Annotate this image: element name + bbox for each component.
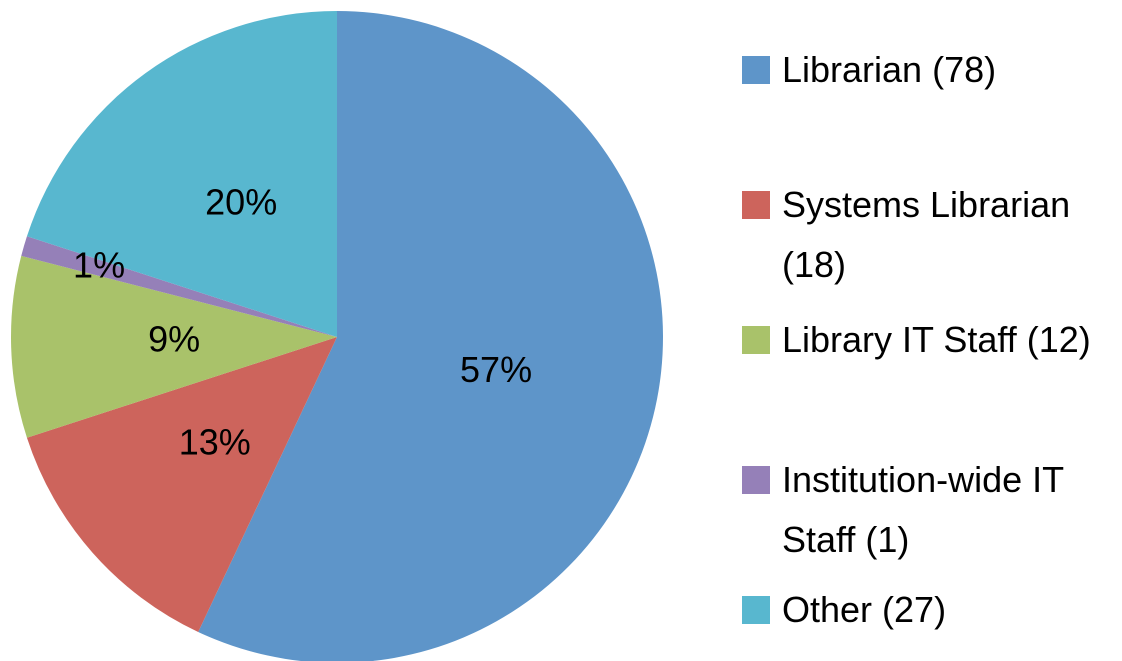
data-label: 9% [148, 319, 200, 360]
chart: 57% 13% 9% 1% 20% [11, 11, 663, 661]
legend-label: Other (27) [782, 589, 947, 630]
legend-swatch [742, 191, 770, 219]
legend-swatch [742, 596, 770, 624]
pie-slice [26, 11, 338, 337]
pie-slice [21, 236, 338, 337]
data-label: 20% [205, 182, 277, 223]
pie-slice [11, 255, 337, 438]
data-label: 1% [73, 244, 125, 285]
pie-slice [26, 337, 338, 632]
pie-slice [198, 11, 663, 661]
legend-label: Systems Librarian (18) [782, 184, 1071, 285]
data-label: 57% [460, 349, 532, 390]
legend-label: Librarian (78) [782, 49, 997, 90]
legend-label: Institution-wide IT Staff (1) [782, 459, 1064, 560]
legend-label: Library IT Staff (12) [782, 319, 1091, 360]
legend-swatch [742, 466, 770, 494]
legend-swatch [742, 56, 770, 84]
data-label: 13% [179, 421, 251, 462]
legend-swatch [742, 326, 770, 354]
